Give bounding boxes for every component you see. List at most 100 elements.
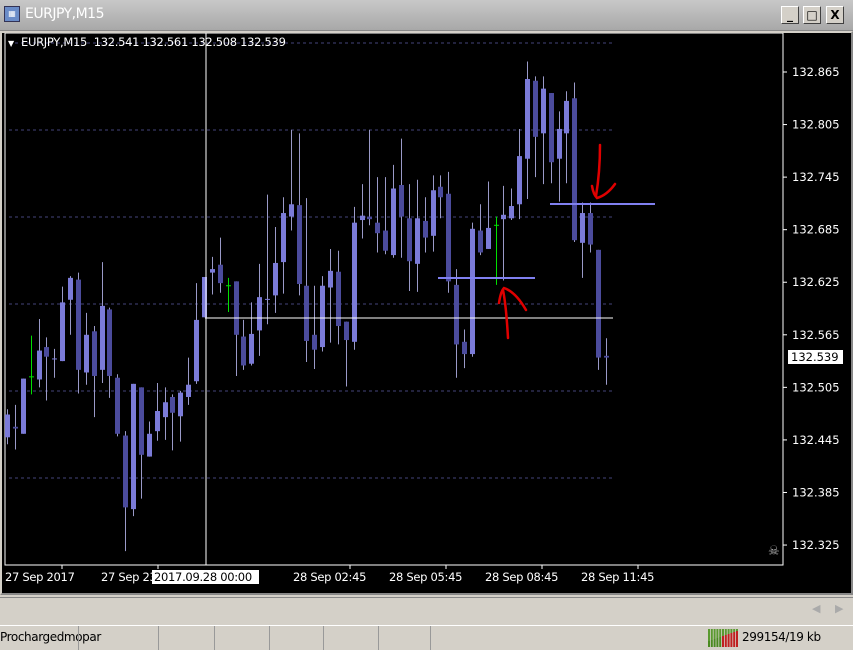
- candle-body: [336, 271, 341, 327]
- candle[interactable]: [470, 222, 475, 357]
- candle[interactable]: [226, 277, 231, 313]
- candle[interactable]: [131, 383, 136, 517]
- chart-area[interactable]: 132.865 132.805 132.745 132.685 132.625 132.5…: [0, 31, 853, 595]
- candle[interactable]: [462, 329, 467, 369]
- candle-body: [572, 98, 577, 241]
- collapse-triangle-icon[interactable]: ▼: [8, 39, 15, 48]
- candle[interactable]: [234, 281, 239, 376]
- candle[interactable]: [580, 202, 585, 278]
- candle[interactable]: [107, 307, 112, 398]
- candle[interactable]: [533, 76, 538, 178]
- candle[interactable]: [147, 421, 152, 457]
- candle[interactable]: [202, 276, 207, 318]
- candle[interactable]: [572, 82, 577, 242]
- candle[interactable]: [383, 177, 388, 255]
- candle[interactable]: [194, 283, 199, 384]
- candle[interactable]: [525, 61, 530, 200]
- candle[interactable]: [273, 227, 278, 313]
- candle[interactable]: [446, 171, 451, 293]
- candle[interactable]: [454, 269, 459, 378]
- candle[interactable]: [336, 250, 341, 345]
- candle[interactable]: [297, 133, 302, 296]
- candle[interactable]: [549, 93, 554, 184]
- candle[interactable]: [13, 404, 18, 450]
- maximize-button[interactable]: □: [803, 6, 821, 24]
- candle[interactable]: [210, 256, 215, 295]
- candle[interactable]: [501, 185, 506, 281]
- candle[interactable]: [517, 128, 522, 220]
- candle[interactable]: [328, 248, 333, 343]
- scroll-right-icon[interactable]: ▶: [835, 602, 844, 615]
- y-tick-label: 132.805: [792, 118, 840, 132]
- plot-border: [4, 33, 784, 566]
- candle[interactable]: [178, 390, 183, 442]
- candle[interactable]: [123, 431, 128, 552]
- candle[interactable]: [564, 91, 569, 184]
- candle[interactable]: [52, 348, 57, 378]
- candle[interactable]: [84, 312, 89, 385]
- candle[interactable]: [320, 276, 325, 352]
- candle[interactable]: [399, 138, 404, 258]
- candle[interactable]: [486, 181, 491, 249]
- candle[interactable]: [163, 387, 168, 440]
- candle[interactable]: [68, 276, 73, 335]
- candle[interactable]: [541, 76, 546, 185]
- candle[interactable]: [604, 338, 609, 385]
- candle[interactable]: [304, 198, 309, 362]
- candle[interactable]: [37, 319, 42, 388]
- candle[interactable]: [92, 326, 97, 418]
- candle[interactable]: [5, 409, 10, 445]
- candle[interactable]: [596, 249, 601, 370]
- candle[interactable]: [257, 263, 262, 356]
- candle[interactable]: [139, 387, 144, 499]
- candle[interactable]: [76, 272, 81, 394]
- candle[interactable]: [588, 202, 593, 253]
- candle[interactable]: [344, 321, 349, 387]
- candle[interactable]: [170, 394, 175, 451]
- close-button[interactable]: X: [826, 6, 844, 24]
- candle[interactable]: [241, 319, 246, 370]
- candle[interactable]: [289, 129, 294, 231]
- candle[interactable]: [415, 179, 420, 292]
- candle[interactable]: [423, 197, 428, 253]
- candle[interactable]: [367, 129, 372, 226]
- candle[interactable]: [557, 111, 562, 202]
- candle[interactable]: [352, 206, 357, 350]
- minimize-button[interactable]: _: [781, 6, 799, 24]
- candlestick-chart[interactable]: 132.865 132.805 132.745 132.685 132.625 132.5…: [2, 33, 851, 593]
- candle[interactable]: [509, 188, 514, 221]
- candle[interactable]: [186, 357, 191, 405]
- candle-body: [68, 277, 73, 300]
- scroll-left-icon[interactable]: ◀: [812, 602, 821, 615]
- candle-body: [60, 302, 65, 362]
- candle-body: [478, 230, 483, 253]
- candle[interactable]: [478, 204, 483, 256]
- candle[interactable]: [249, 302, 254, 366]
- candle[interactable]: [375, 177, 380, 253]
- candle[interactable]: [391, 164, 396, 258]
- connection-status[interactable]: 299154/19 kb: [742, 630, 821, 644]
- candle[interactable]: [115, 374, 120, 437]
- candle[interactable]: [60, 286, 65, 362]
- candle-body: [360, 215, 365, 221]
- candle[interactable]: [29, 335, 34, 395]
- window-title-bar[interactable]: ▦ EURJPY,M15 _ □ X: [0, 0, 853, 31]
- candle-body: [399, 185, 404, 217]
- signal-bar: [736, 631, 738, 647]
- status-divider: [78, 626, 79, 650]
- candle[interactable]: [431, 175, 436, 252]
- candle[interactable]: [360, 184, 365, 239]
- candle[interactable]: [281, 197, 286, 294]
- candle[interactable]: [21, 378, 26, 434]
- candle[interactable]: [494, 216, 499, 285]
- candle-body: [304, 285, 309, 341]
- candle[interactable]: [44, 337, 49, 401]
- candle[interactable]: [438, 175, 443, 219]
- candle[interactable]: [265, 194, 270, 325]
- candle[interactable]: [218, 237, 223, 293]
- candle[interactable]: [312, 285, 317, 369]
- candle[interactable]: [100, 262, 105, 383]
- candle[interactable]: [155, 382, 160, 441]
- candle[interactable]: [407, 184, 412, 291]
- crosshair-time-label-bg: [152, 570, 259, 584]
